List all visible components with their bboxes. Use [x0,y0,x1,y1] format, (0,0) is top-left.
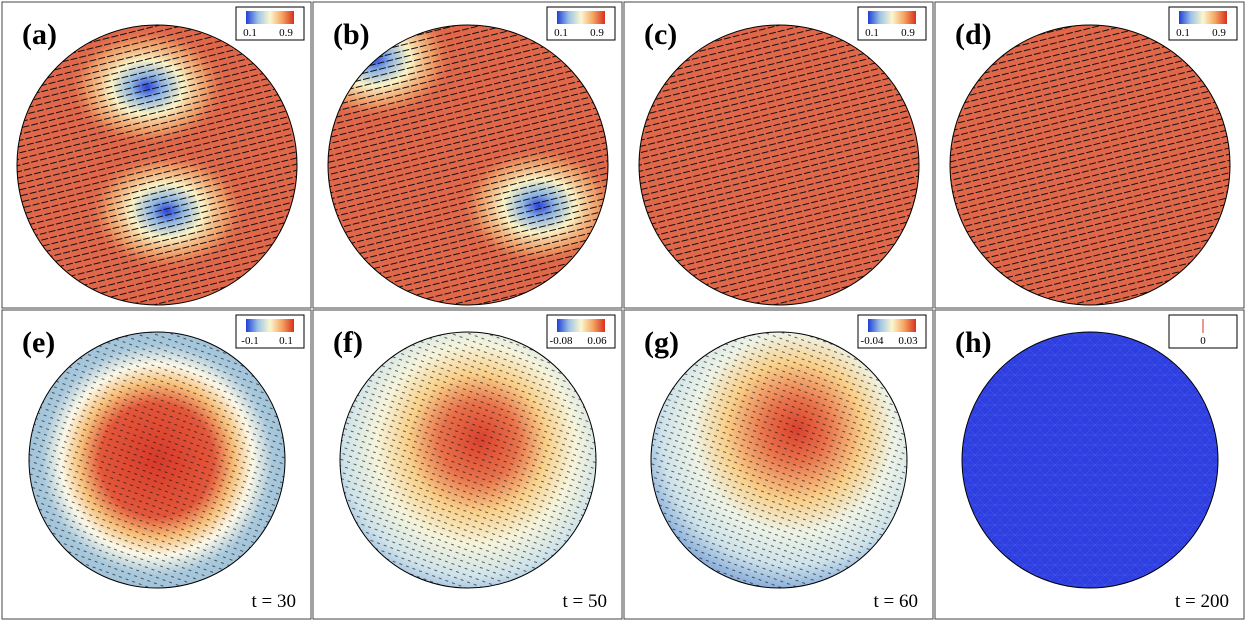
colorbar-tick-label: 0.1 [243,27,257,39]
boundary [961,331,1219,589]
colorbar [1179,11,1227,24]
director-field [962,332,1218,588]
colorbar [557,11,605,24]
colorbar-tick-label: -0.04 [861,335,884,347]
colorbar-tick-label: 0.06 [587,335,607,347]
panel: (f) -0.08 0.06 t = 50 [312,309,623,620]
colorbar [868,11,916,24]
panel-label: (a) [22,18,57,51]
colorbar [246,11,294,24]
colorbar [868,319,916,332]
director-field [29,332,285,588]
colorbar-tick-label: 0.9 [1212,27,1226,39]
director-field [17,25,297,305]
panel: (a) 0.1 0.9 [1,1,312,309]
colorbar-tick-label: 0.9 [590,27,604,39]
panel-label: (f) [333,326,363,359]
panel-label: (h) [955,326,992,359]
panel-label: (d) [955,18,992,51]
panel-label: (e) [22,326,55,359]
time-label: t = 30 [252,591,297,612]
panel-label: (b) [333,18,370,51]
time-label: t = 200 [1175,591,1229,612]
boundary [16,24,298,306]
colorbar-tick-label: 0 [1200,335,1206,347]
boundary [327,24,609,306]
boundary [949,24,1231,306]
panel: (d) 0.1 0.9 [934,1,1245,309]
colorbar-tick-label: -0.08 [550,335,573,347]
panel-label: (c) [644,18,677,51]
colorbar-tick-label: -0.1 [241,335,258,347]
panel: (g) -0.04 0.03 t = 60 [623,309,934,620]
colorbar-tick-label: 0.1 [554,27,568,39]
boundary [28,331,286,589]
panel-label: (g) [644,326,679,359]
director-field [651,332,907,588]
time-label: t = 50 [563,591,608,612]
director-field [328,25,608,305]
colorbar-tick-label: 0.1 [1176,27,1190,39]
colorbar-tick-label: 0.1 [279,335,293,347]
panel: (e) -0.1 0.1 t = 30 [1,309,312,620]
colorbar-tick-label: 0.1 [865,27,879,39]
director-field [639,25,919,305]
director-field [950,25,1230,305]
boundary [339,331,597,589]
panel: (h) 0 t = 200 [934,309,1245,620]
panel: (c) 0.1 0.9 [623,1,934,309]
panel: (b) 0.1 0.9 [312,1,623,309]
colorbar-tick-label: 0.9 [279,27,293,39]
colorbar-tick-label: 0.03 [898,335,918,347]
director-field [340,332,596,588]
colorbar [557,319,605,332]
boundary [638,24,920,306]
time-label: t = 60 [874,591,919,612]
colorbar [246,319,294,332]
colorbar-tick-label: 0.9 [901,27,915,39]
boundary [650,331,908,589]
